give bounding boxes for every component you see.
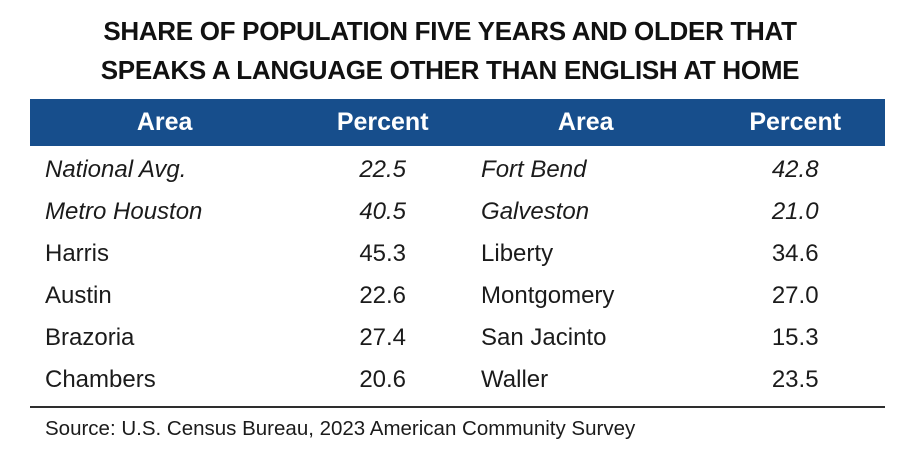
percent-cell: 42.8: [771, 156, 819, 183]
area-cell: Austin: [45, 282, 112, 309]
percent-cell: 45.3: [359, 240, 407, 267]
table-row: Austin 22.6 Montgomery 27.0: [30, 275, 885, 317]
area-cell: Metro Houston: [45, 198, 203, 225]
column-header-area-1: Area: [136, 108, 193, 136]
area-cell: Harris: [45, 240, 109, 267]
table-row: National Avg. 22.5 Fort Bend 42.8: [30, 149, 885, 191]
percent-cell: 27.4: [359, 324, 407, 351]
percent-cell: 22.6: [359, 282, 407, 309]
page-title: SHARE OF POPULATION FIVE YEARS AND OLDER…: [0, 0, 900, 90]
percent-cell: 27.0: [771, 282, 819, 309]
table-row: Metro Houston 40.5 Galveston 21.0: [30, 191, 885, 233]
area-cell: San Jacinto: [481, 324, 607, 351]
area-cell: National Avg.: [45, 156, 187, 183]
table-header-row: Area Percent Area Percent: [30, 99, 885, 146]
table-row: Chambers 20.6 Waller 23.5: [30, 359, 885, 401]
table-body: National Avg. 22.5 Fort Bend 42.8 Metro …: [30, 146, 885, 408]
data-table: Area Percent Area Percent National Avg. …: [30, 99, 885, 408]
area-cell: Waller: [481, 366, 549, 393]
source-note: Source: U.S. Census Bureau, 2023 America…: [45, 417, 636, 440]
area-cell: Brazoria: [45, 324, 135, 351]
percent-cell: 23.5: [771, 366, 819, 393]
column-header-percent-2: Percent: [749, 108, 842, 136]
percent-cell: 22.5: [359, 156, 407, 183]
column-header-percent-1: Percent: [336, 108, 429, 136]
page-title-line-2: SPEAKS A LANGUAGE OTHER THAN ENGLISH AT …: [100, 55, 800, 85]
area-cell: Galveston: [481, 198, 590, 225]
area-cell: Liberty: [481, 240, 554, 267]
area-cell: Fort Bend: [481, 156, 587, 183]
column-header-area-2: Area: [557, 108, 614, 136]
percent-cell: 21.0: [771, 198, 819, 225]
percent-cell: 34.6: [771, 240, 819, 267]
page-title-line-1: SHARE OF POPULATION FIVE YEARS AND OLDER…: [103, 16, 797, 46]
area-cell: Montgomery: [481, 282, 615, 309]
area-cell: Chambers: [45, 366, 156, 393]
percent-cell: 40.5: [359, 198, 407, 225]
table-row: Harris 45.3 Liberty 34.6: [30, 233, 885, 275]
percent-cell: 20.6: [359, 366, 407, 393]
percent-cell: 15.3: [771, 324, 819, 351]
table-row: Brazoria 27.4 San Jacinto 15.3: [30, 317, 885, 359]
